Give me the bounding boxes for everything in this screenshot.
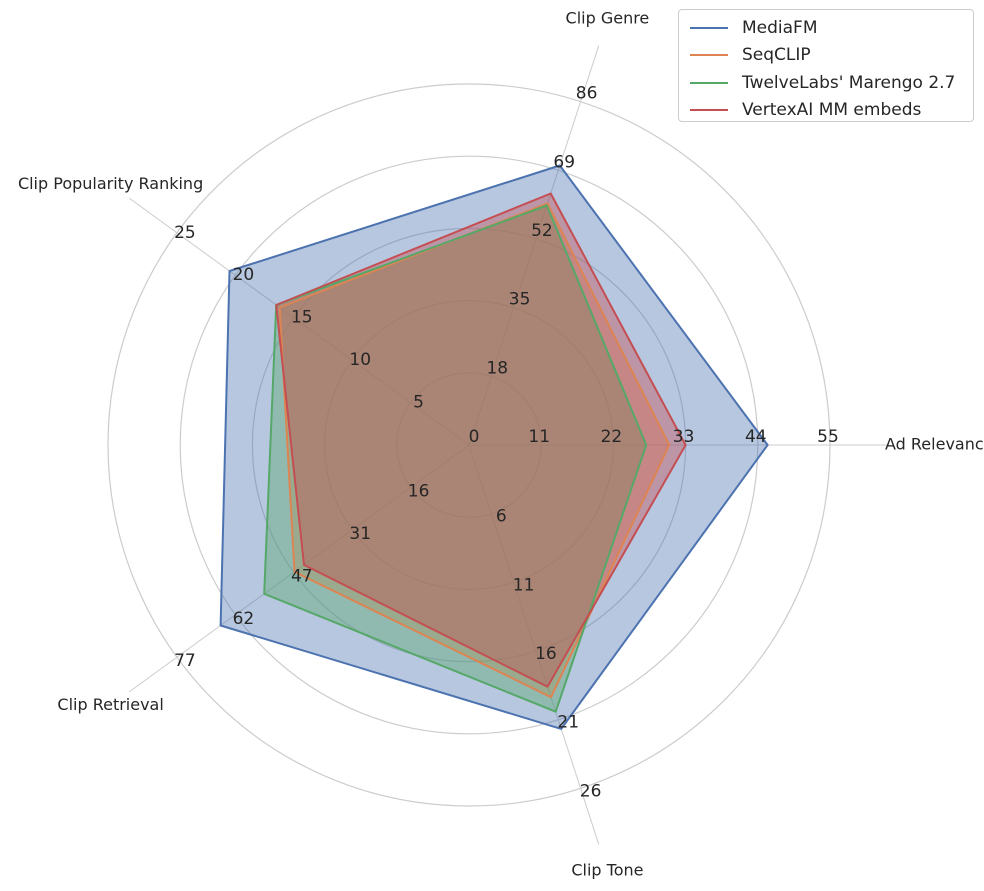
tick-label: 6 [496, 507, 507, 527]
series-area [279, 203, 670, 698]
legend-swatch [690, 54, 728, 57]
legend-swatch [690, 109, 728, 112]
legend-label: VertexAI MM embeds [742, 100, 922, 121]
legend-item: TwelveLabs' Marengo 2.7 [679, 69, 973, 97]
legend-item: VertexAI MM embeds [679, 97, 973, 125]
tick-label: 22 [601, 427, 623, 447]
axis-label: Clip Tone [571, 861, 643, 880]
legend-label: SeqCLIP [742, 45, 811, 66]
tick-label: 31 [349, 524, 371, 544]
series-line [275, 192, 687, 688]
center-tick-label: 0 [469, 427, 480, 447]
series-area [276, 193, 686, 687]
radar-series [219, 164, 769, 730]
tick-label: 86 [576, 84, 598, 104]
series-area [220, 165, 768, 729]
tick-label: 52 [531, 221, 553, 241]
tick-label: 18 [486, 358, 508, 378]
axis-label: Ad Relevancy [885, 435, 984, 454]
tick-label: 55 [817, 427, 839, 447]
series-line [278, 202, 671, 699]
axis-label: Clip Retrieval [57, 695, 163, 714]
tick-labels: 0 11 22 33 44 55 18 35 52 69 86 5 10 15 20 25 16 31 47 62 77… [174, 84, 839, 802]
tick-label: 11 [528, 427, 550, 447]
legend-label: MediaFM [742, 17, 818, 38]
tick-label: 25 [174, 223, 196, 243]
tick-label: 44 [745, 427, 767, 447]
legend-swatch [690, 81, 728, 84]
tick-label: 69 [553, 152, 575, 172]
axis-spoke [128, 444, 470, 693]
tick-label: 16 [535, 644, 557, 664]
legend-item: MediaFM [679, 14, 973, 42]
axis-spoke [128, 197, 470, 446]
tick-label: 5 [413, 393, 424, 413]
tick-label: 21 [557, 713, 579, 733]
tick-label: 16 [408, 481, 430, 501]
tick-label: 20 [233, 265, 255, 285]
tick-label: 26 [580, 781, 602, 801]
legend-swatch [690, 26, 728, 29]
series-area [264, 205, 647, 712]
tick-label: 47 [291, 566, 313, 586]
legend: MediaFM SeqCLIP TwelveLabs' Marengo 2.7 Ver… [678, 9, 974, 122]
axis-spoke [468, 45, 600, 446]
series-line [219, 164, 769, 730]
axis-label: Clip Genre [566, 8, 650, 27]
tick-label: 35 [509, 290, 531, 310]
series-line [263, 204, 648, 713]
tick-label: 62 [233, 609, 255, 629]
tick-label: 11 [513, 575, 535, 595]
tick-label: 33 [673, 427, 695, 447]
tick-label: 77 [174, 651, 196, 671]
radar-grid [107, 45, 889, 845]
axis-spoke [468, 444, 600, 845]
tick-label: 15 [291, 308, 313, 328]
legend-label: TwelveLabs' Marengo 2.7 [742, 72, 956, 93]
axis-label: Clip Popularity Ranking [18, 174, 203, 193]
legend-item: SeqCLIP [679, 42, 973, 70]
axis-labels: Ad Relevancy Clip Genre Clip Popularity Ra… [18, 8, 984, 879]
tick-label: 10 [349, 350, 371, 370]
